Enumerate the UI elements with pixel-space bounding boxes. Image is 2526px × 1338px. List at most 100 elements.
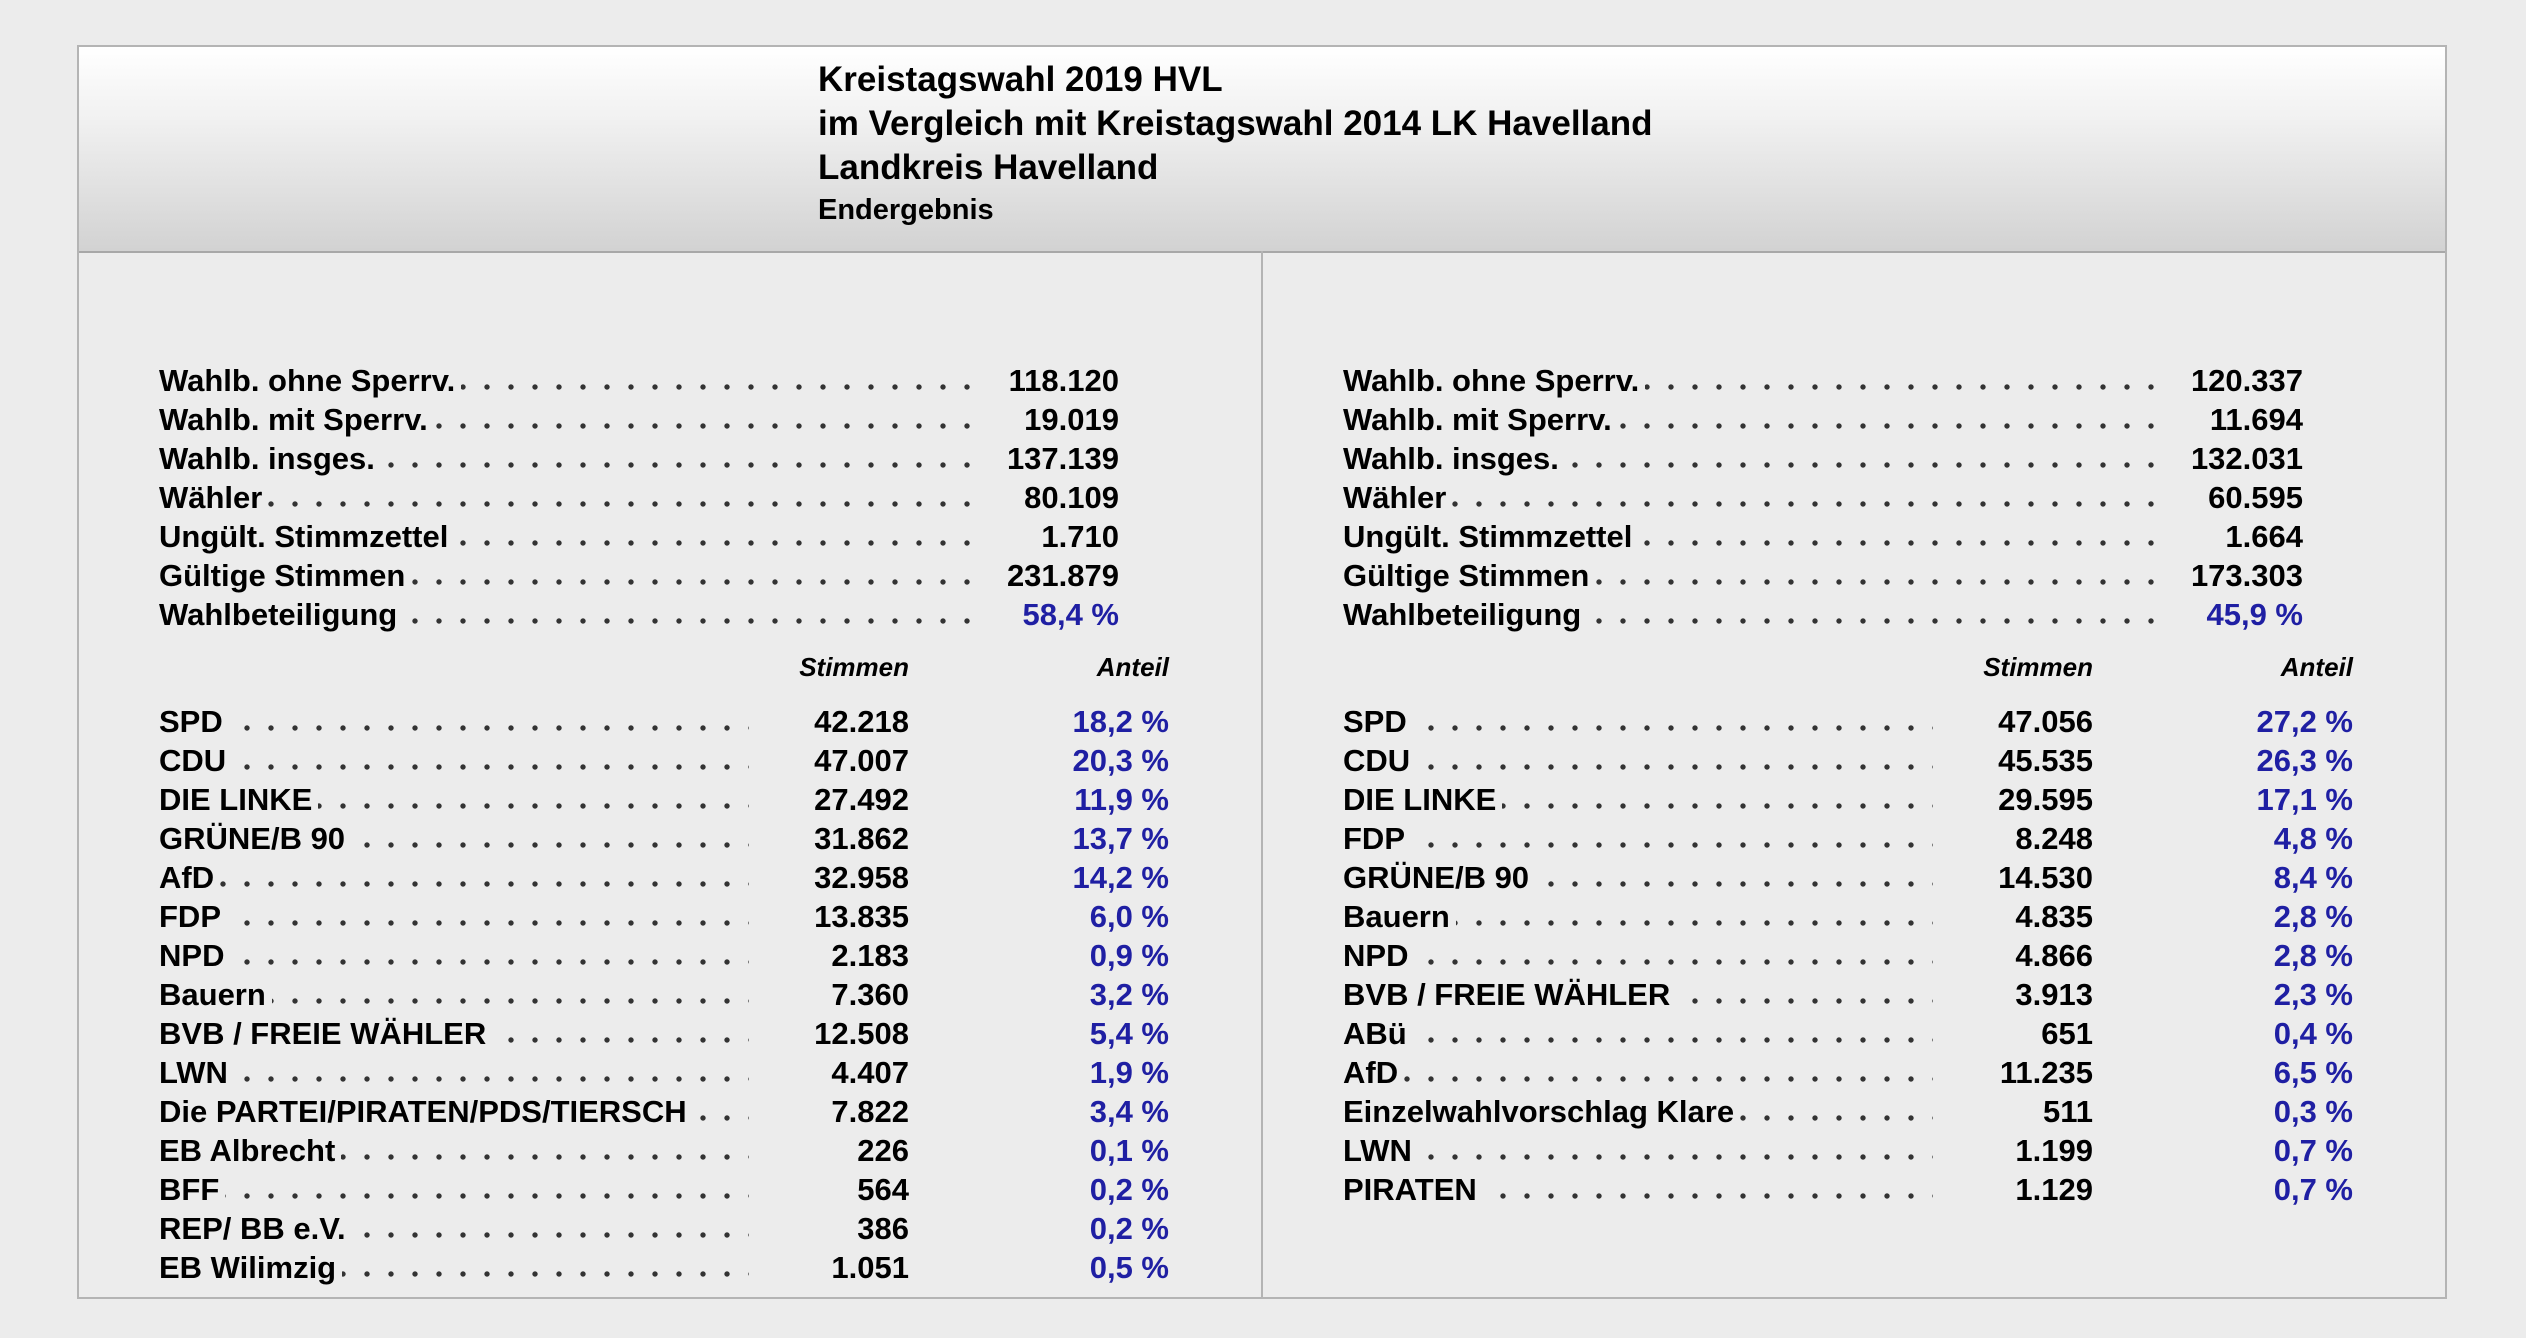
- dot-leader: [1343, 725, 1933, 731]
- dot-leader: [159, 540, 979, 546]
- party-share: 0,1 %: [1089, 1133, 1169, 1168]
- party-name: AfD: [159, 858, 221, 897]
- party-name: LWN: [159, 1053, 234, 1092]
- dot-leader: [159, 1232, 749, 1238]
- party-name: DIE LINKE: [159, 780, 319, 819]
- dot-leader: [159, 764, 749, 770]
- party-share: 2,3 %: [2273, 977, 2353, 1012]
- party-share: 4,8 %: [2273, 821, 2353, 856]
- summary-label: Wahlb. ohne Sperrv.: [1343, 361, 1646, 400]
- party-share: 6,0 %: [1089, 899, 1169, 934]
- summary-value: 1.664: [2225, 519, 2303, 554]
- dot-leader: [1343, 842, 1933, 848]
- party-name: BVB / FREIE WÄHLER: [1343, 975, 1677, 1014]
- summary-label: Wahlbeteiligung: [1343, 595, 1588, 634]
- party-share: 0,9 %: [1089, 938, 1169, 973]
- summary-label: Wähler: [159, 478, 269, 517]
- report-header: Kreistagswahl 2019 HVL im Vergleich mit …: [79, 47, 2445, 253]
- votes-column-header: Stimmen: [799, 652, 909, 682]
- party-votes: 13.835: [814, 899, 909, 934]
- party-votes: 12.508: [814, 1016, 909, 1051]
- report-title: Kreistagswahl 2019 HVL: [818, 60, 1223, 99]
- summary-label: Ungült. Stimmzettel: [1343, 517, 1639, 556]
- party-name: GRÜNE/B 90: [159, 819, 352, 858]
- party-name: FDP: [1343, 819, 1411, 858]
- dot-leader: [159, 881, 749, 887]
- share-column-header: Anteil: [2280, 652, 2353, 682]
- party-name: PIRATEN: [1343, 1170, 1483, 1209]
- party-votes: 47.007: [814, 743, 909, 778]
- dot-leader: [159, 803, 749, 809]
- dot-leader: [159, 1154, 749, 1160]
- party-share: 13,7 %: [1072, 821, 1169, 856]
- column-divider: [1261, 251, 1263, 1297]
- party-name: DIE LINKE: [1343, 780, 1503, 819]
- district-name: Landkreis Havelland: [818, 148, 1159, 187]
- party-share: 0,4 %: [2273, 1016, 2353, 1051]
- summary-label: Gültige Stimmen: [1343, 556, 1596, 595]
- party-name: Bauern: [1343, 897, 1456, 936]
- dot-leader: [159, 384, 979, 390]
- dot-leader: [1343, 618, 2163, 624]
- summary-value: 80.109: [1024, 480, 1119, 515]
- party-votes: 42.218: [814, 704, 909, 739]
- result-status: Endergebnis: [818, 194, 994, 226]
- dot-leader: [1343, 540, 2163, 546]
- party-share: 6,5 %: [2273, 1055, 2353, 1090]
- summary-value: 1.710: [1041, 519, 1119, 554]
- party-name: CDU: [159, 741, 233, 780]
- party-share: 27,2 %: [2256, 704, 2353, 739]
- party-votes: 27.492: [814, 782, 909, 817]
- summary-label: Wähler: [1343, 478, 1453, 517]
- dot-leader: [159, 920, 749, 926]
- summary-value: 58,4 %: [1022, 597, 1119, 632]
- dot-leader: [1343, 423, 2163, 429]
- party-share: 2,8 %: [2273, 899, 2353, 934]
- party-name: EB Albrecht: [159, 1131, 342, 1170]
- party-share: 0,3 %: [2273, 1094, 2353, 1129]
- party-share: 17,1 %: [2256, 782, 2353, 817]
- votes-column-header: Stimmen: [1983, 652, 2093, 682]
- party-votes: 29.595: [1998, 782, 2093, 817]
- party-name: BFF: [159, 1170, 226, 1209]
- party-votes: 1.051: [831, 1250, 909, 1285]
- party-share: 26,3 %: [2256, 743, 2353, 778]
- party-share: 0,2 %: [1089, 1211, 1169, 1246]
- dot-leader: [159, 1076, 749, 1082]
- summary-label: Wahlb. mit Sperrv.: [159, 400, 434, 439]
- party-share: 0,5 %: [1089, 1250, 1169, 1285]
- party-votes: 14.530: [1998, 860, 2093, 895]
- party-share: 20,3 %: [1072, 743, 1169, 778]
- party-votes: 7.360: [831, 977, 909, 1012]
- dot-leader: [1343, 1193, 1933, 1199]
- party-share: 5,4 %: [1089, 1016, 1169, 1051]
- results-panel: Kreistagswahl 2019 HVL im Vergleich mit …: [77, 45, 2447, 1299]
- summary-label: Wahlb. mit Sperrv.: [1343, 400, 1618, 439]
- party-votes: 7.822: [831, 1094, 909, 1129]
- party-name: NPD: [159, 936, 231, 975]
- party-share: 3,4 %: [1089, 1094, 1169, 1129]
- dot-leader: [159, 618, 979, 624]
- summary-value: 11.694: [2209, 402, 2303, 437]
- party-name: LWN: [1343, 1131, 1418, 1170]
- party-name: SPD: [159, 702, 229, 741]
- party-share: 1,9 %: [1089, 1055, 1169, 1090]
- summary-value: 60.595: [2208, 480, 2303, 515]
- dot-leader: [159, 725, 749, 731]
- party-name: REP/ BB e.V.: [159, 1209, 352, 1248]
- party-votes: 47.056: [1998, 704, 2093, 739]
- dot-leader: [1343, 1076, 1933, 1082]
- summary-label: Wahlbeteiligung: [159, 595, 404, 634]
- dot-leader: [1343, 959, 1933, 965]
- share-column-header: Anteil: [1096, 652, 1169, 682]
- dot-leader: [159, 998, 749, 1004]
- summary-value: 173.303: [2190, 558, 2303, 593]
- dot-leader: [1343, 462, 2163, 468]
- party-name: Bauern: [159, 975, 272, 1014]
- party-votes: 511: [2042, 1094, 2093, 1129]
- party-votes: 8.248: [2015, 821, 2093, 856]
- dot-leader: [159, 842, 749, 848]
- summary-label: Wahlb. insges.: [1343, 439, 1565, 478]
- party-name: FDP: [159, 897, 227, 936]
- dot-leader: [159, 959, 749, 965]
